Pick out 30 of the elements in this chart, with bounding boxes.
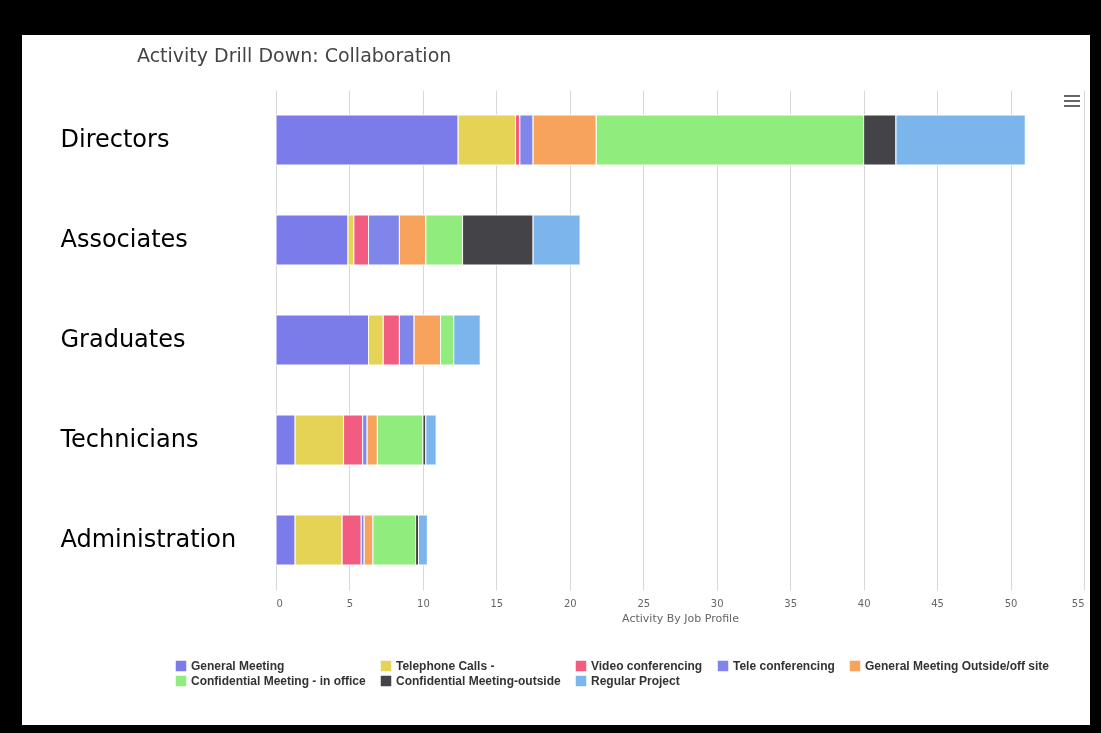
y-tick-label: Directors [60, 125, 170, 153]
x-tick-label: 20 [563, 597, 577, 609]
x-tick-label: 50 [1004, 597, 1018, 609]
x-tick-label: 10 [417, 597, 430, 609]
y-tick-label: Associates [60, 225, 188, 253]
legend-label: Confidential Meeting - in office [191, 674, 366, 688]
bar [418, 514, 428, 566]
x-tick-label: 5 [346, 597, 354, 609]
chart-title: Activity Drill Down: Collaboration [137, 44, 452, 66]
y-tick-label: Graduates [60, 325, 186, 353]
x-tick-label: 40 [857, 597, 871, 609]
x-tick-label: 55 [1071, 597, 1085, 609]
legend-label: General Meeting Outside/off site [865, 659, 1050, 673]
x-tick-label: 30 [710, 597, 724, 609]
x-tick-label: 35 [784, 597, 798, 609]
y-tick-label: Administration [60, 525, 237, 553]
legend-label: Video conferencing [591, 659, 703, 673]
x-tick-label: 0 [276, 597, 283, 609]
legend-label: Telephone Calls - [396, 659, 495, 673]
legend-label: Tele conferencing [733, 659, 835, 673]
legend-label: Confidential Meeting-outside [396, 674, 561, 688]
y-tick-label: Technicians [59, 425, 199, 453]
x-axis-title: Activity By Job Profile [622, 611, 740, 625]
x-tick-label: 25 [637, 597, 651, 609]
x-tick-label: 15 [490, 597, 504, 609]
legend-label: Regular Project [591, 674, 680, 688]
bar [425, 414, 437, 466]
x-tick-label: 45 [931, 597, 944, 609]
bar [275, 214, 349, 266]
legend-label: General Meeting [191, 659, 285, 673]
